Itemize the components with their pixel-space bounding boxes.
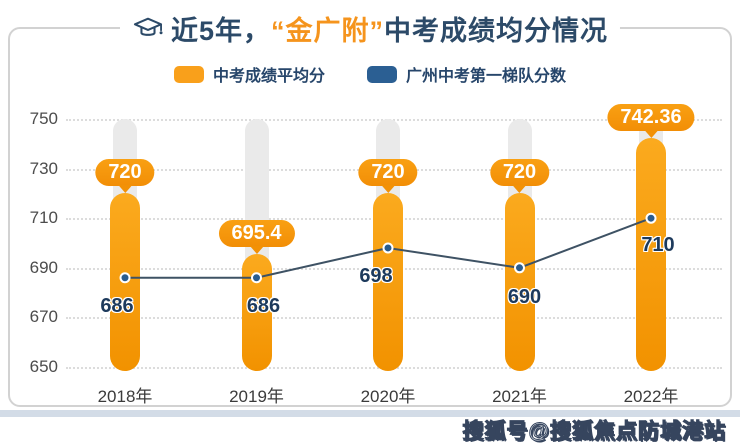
score-badge: 720 [358, 159, 418, 194]
point-value-label: 698 [359, 264, 393, 287]
point-value-label: 710 [641, 234, 675, 257]
data-point-dot [382, 242, 394, 254]
legend-label: 广州中考第一梯队分数 [406, 68, 567, 85]
y-tick-label: 670 [29, 307, 58, 327]
legend: 中考成绩平均分 广州中考第一梯队分数 [10, 62, 730, 86]
plot-area: 650 670 690 710 730 750 720 695.4 720 720 742.36 68… [10, 29, 730, 406]
point-value-label: 686 [246, 294, 281, 317]
page-title: 近5年，“金广附”中考成绩均分情况 [170, 16, 609, 46]
legend-item-tier1-score: 广州中考第一梯队分数 [367, 62, 566, 86]
score-badge: 742.36 [607, 103, 695, 138]
x-axis-label: 2018年 [97, 387, 153, 406]
score-bar [504, 193, 535, 371]
legend-item-average-score: 中考成绩平均分 [173, 62, 325, 86]
x-axis-label: 2022年 [623, 387, 679, 406]
score-bar [373, 193, 403, 371]
legend-swatch-blue [367, 65, 397, 83]
score-bar [636, 137, 666, 371]
legend-swatch-orange [173, 65, 204, 83]
legend-label: 中考成绩平均分 [212, 68, 325, 85]
graduation-cap-icon [133, 17, 163, 36]
badge-tail [381, 185, 395, 194]
point-value-label: 686 [100, 294, 134, 317]
y-tick-label: 750 [29, 109, 58, 128]
badge-tail [643, 129, 658, 138]
y-tick-label: 730 [29, 158, 58, 178]
score-badge: 720 [489, 159, 550, 194]
data-point-dot [645, 212, 657, 224]
score-badge: 695.4 [218, 220, 295, 255]
bottom-strip [0, 410, 740, 417]
x-axis-label: 2019年 [229, 387, 284, 406]
score-badge: 720 [95, 159, 155, 194]
chart-title: 近5年，“金广附”中考成绩均分情况 [119, 9, 621, 48]
data-point-dot [119, 272, 131, 284]
y-tick-label: 650 [29, 357, 58, 376]
badge-tail [512, 185, 527, 194]
x-axis-label: 2021年 [492, 387, 547, 406]
badge-tail [118, 185, 132, 194]
trend-line-layer [119, 212, 657, 284]
watermark: 搜狐号@搜狐焦点防城港站 [462, 420, 726, 444]
y-tick-label: 710 [29, 208, 58, 228]
data-point-dot [514, 262, 525, 274]
point-value-label: 690 [507, 285, 542, 308]
x-axis-label: 2020年 [360, 387, 416, 406]
data-point-dot [251, 272, 262, 284]
y-tick-label: 690 [29, 257, 58, 277]
chart-card: 中考成绩平均分 广州中考第一梯队分数 650 670 690 710 730 750 720… [8, 27, 732, 444]
badge-tail [249, 246, 264, 255]
